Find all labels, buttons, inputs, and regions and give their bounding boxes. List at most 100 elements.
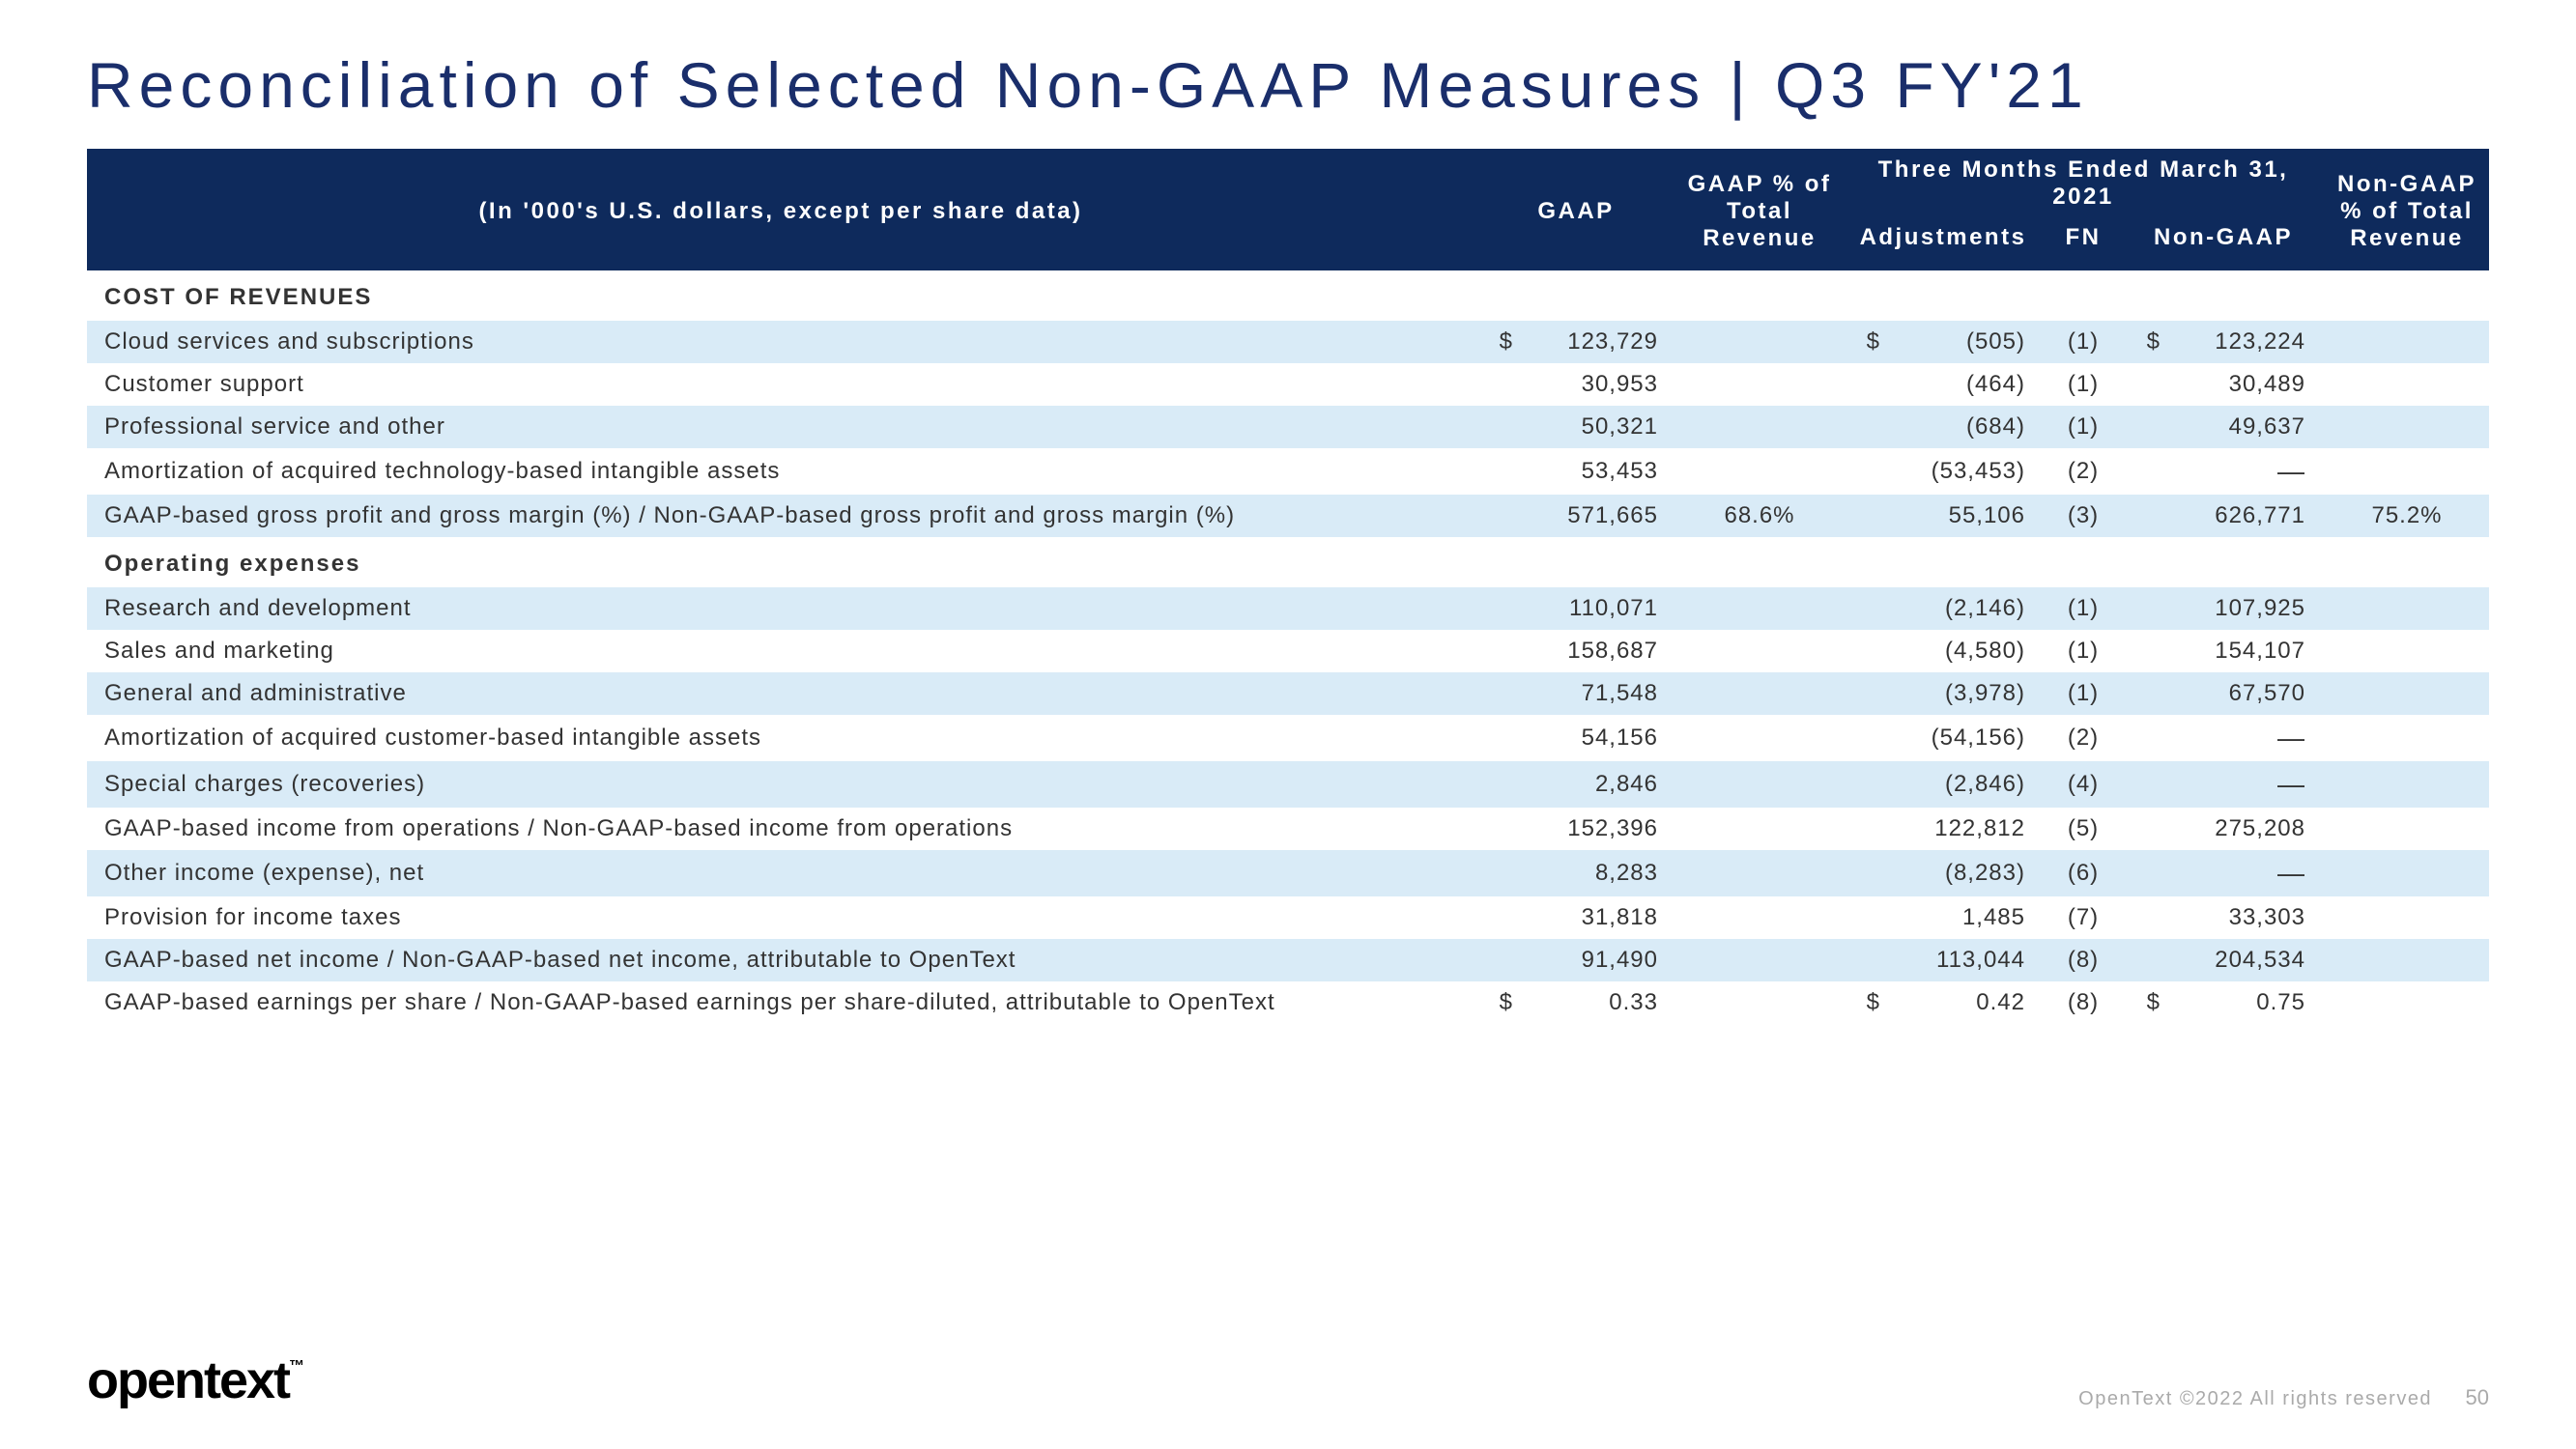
fn-value: (8) [2045,981,2122,1024]
adj-value: 122,812 [1880,808,2045,850]
row-desc: Customer support [87,363,1474,406]
fn-value: (6) [2045,850,2122,896]
nongaap-value: 67,570 [2161,672,2325,715]
page-number: 50 [2466,1385,2489,1409]
footer-right: OpenText ©2022 All rights reserved 50 [2078,1385,2489,1410]
currency-sym [2122,448,2161,495]
currency-sym [1474,630,1513,672]
currency-sym: $ [1842,981,1880,1024]
nongaap-pct: 75.2% [2325,495,2489,537]
row-desc: Cloud services and subscriptions [87,321,1474,363]
gaap-value: 71,548 [1513,672,1677,715]
nongaap-value: 33,303 [2161,896,2325,939]
fn-value: (2) [2045,715,2122,761]
gaap-value: 571,665 [1513,495,1677,537]
row-desc: Other income (expense), net [87,850,1474,896]
nongaap-value: — [2161,715,2325,761]
gaap-pct [1677,715,1842,761]
gaap-pct [1677,406,1842,448]
gaap-pct [1677,363,1842,406]
currency-sym: $ [1842,321,1880,363]
nongaap-pct [2325,808,2489,850]
table-row: GAAP-based earnings per share / Non-GAAP… [87,981,2489,1024]
table-row: Amortization of acquired technology-base… [87,448,2489,495]
currency-sym [1474,896,1513,939]
adj-value: (505) [1880,321,2045,363]
currency-sym [2122,363,2161,406]
adj-value: (8,283) [1880,850,2045,896]
nongaap-value: 107,925 [2161,587,2325,630]
currency-sym [2122,850,2161,896]
row-desc: GAAP-based net income / Non-GAAP-based n… [87,939,1474,981]
table-row: Special charges (recoveries)2,846(2,846)… [87,761,2489,808]
adj-value: (4,580) [1880,630,2045,672]
gaap-value: 54,156 [1513,715,1677,761]
nongaap-pct [2325,587,2489,630]
currency-sym [1474,850,1513,896]
header-nongaap-pct: Non-GAAP % of Total Revenue [2325,149,2489,270]
currency-sym [2122,630,2161,672]
nongaap-value: 275,208 [2161,808,2325,850]
nongaap-pct [2325,850,2489,896]
nongaap-value: 626,771 [2161,495,2325,537]
currency-sym [2122,672,2161,715]
gaap-pct [1677,630,1842,672]
table-row: Amortization of acquired customer-based … [87,715,2489,761]
nongaap-pct [2325,672,2489,715]
nongaap-pct [2325,448,2489,495]
nongaap-pct [2325,406,2489,448]
header-adj: Adjustments [1842,214,2045,270]
fn-value: (7) [2045,896,2122,939]
logo: opentext™ [87,1350,302,1410]
table-row: Customer support30,953(464)(1)30,489 [87,363,2489,406]
currency-sym [1474,587,1513,630]
slide-container: Reconciliation of Selected Non-GAAP Meas… [0,0,2576,1024]
row-desc: GAAP-based gross profit and gross margin… [87,495,1474,537]
row-desc: Amortization of acquired technology-base… [87,448,1474,495]
table-row: GAAP-based net income / Non-GAAP-based n… [87,939,2489,981]
gaap-pct [1677,896,1842,939]
currency-sym [2122,808,2161,850]
header-nongaap: Non-GAAP [2122,214,2325,270]
table-row: Research and development110,071(2,146)(1… [87,587,2489,630]
currency-sym [1842,495,1880,537]
currency-sym [1474,808,1513,850]
table-row: Provision for income taxes31,8181,485(7)… [87,896,2489,939]
page-title: Reconciliation of Selected Non-GAAP Meas… [87,48,2489,122]
currency-sym [2122,715,2161,761]
currency-sym [1842,630,1880,672]
gaap-pct [1677,321,1842,363]
row-desc: Provision for income taxes [87,896,1474,939]
gaap-value: 91,490 [1513,939,1677,981]
adj-value: (54,156) [1880,715,2045,761]
gaap-value: 2,846 [1513,761,1677,808]
nongaap-pct [2325,630,2489,672]
gaap-pct [1677,808,1842,850]
row-desc: GAAP-based earnings per share / Non-GAAP… [87,981,1474,1024]
currency-sym [1842,896,1880,939]
nongaap-pct [2325,761,2489,808]
currency-sym [1842,939,1880,981]
currency-sym [1474,715,1513,761]
currency-sym [1842,715,1880,761]
fn-value: (4) [2045,761,2122,808]
nongaap-value: 123,224 [2161,321,2325,363]
footer: opentext™ OpenText ©2022 All rights rese… [87,1350,2489,1410]
nongaap-pct [2325,715,2489,761]
fn-value: (2) [2045,448,2122,495]
currency-sym [1842,587,1880,630]
currency-sym [2122,495,2161,537]
currency-sym [1474,363,1513,406]
table-row: GAAP-based gross profit and gross margin… [87,495,2489,537]
nongaap-value: 204,534 [2161,939,2325,981]
gaap-value: 0.33 [1513,981,1677,1024]
fn-value: (8) [2045,939,2122,981]
currency-sym [1474,672,1513,715]
gaap-pct [1677,672,1842,715]
header-desc: (In '000's U.S. dollars, except per shar… [87,149,1474,270]
nongaap-value: — [2161,448,2325,495]
table-row: Professional service and other50,321(684… [87,406,2489,448]
currency-sym [1842,448,1880,495]
nongaap-value: 0.75 [2161,981,2325,1024]
header-fn: FN [2045,214,2122,270]
